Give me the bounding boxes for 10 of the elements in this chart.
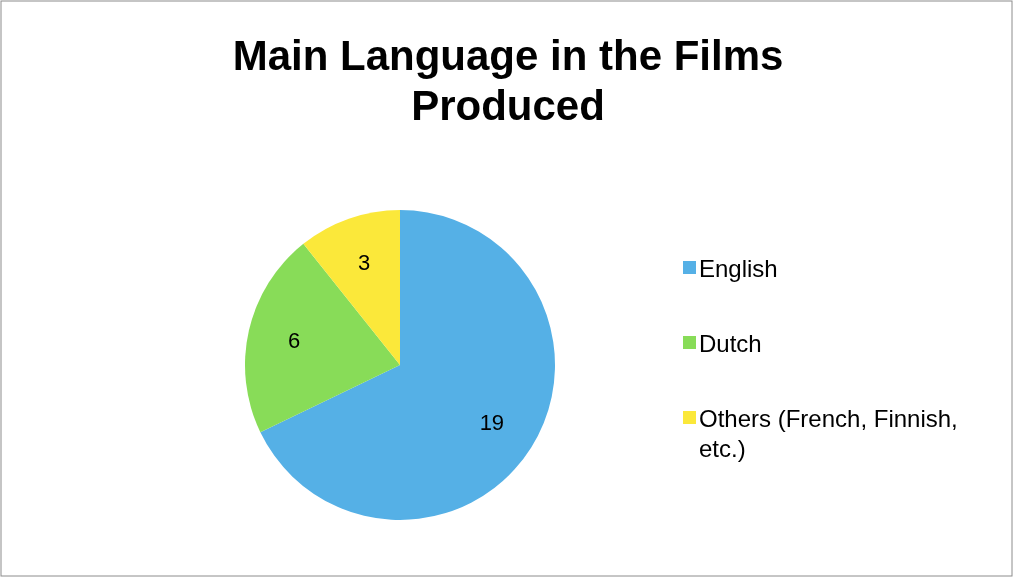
legend-label: Others (French, Finnish, etc.) [699, 404, 958, 462]
legend-label: English [699, 254, 778, 282]
data-label: 19 [479, 410, 505, 436]
chart-title: Main Language in the Films Produced [232, 32, 784, 129]
pie-slice [245, 243, 400, 433]
pie-slice [260, 210, 555, 520]
pie-slice [303, 210, 400, 365]
legend-label: Dutch [699, 329, 762, 357]
data-label: 3 [358, 250, 371, 276]
data-label: 6 [288, 328, 301, 354]
